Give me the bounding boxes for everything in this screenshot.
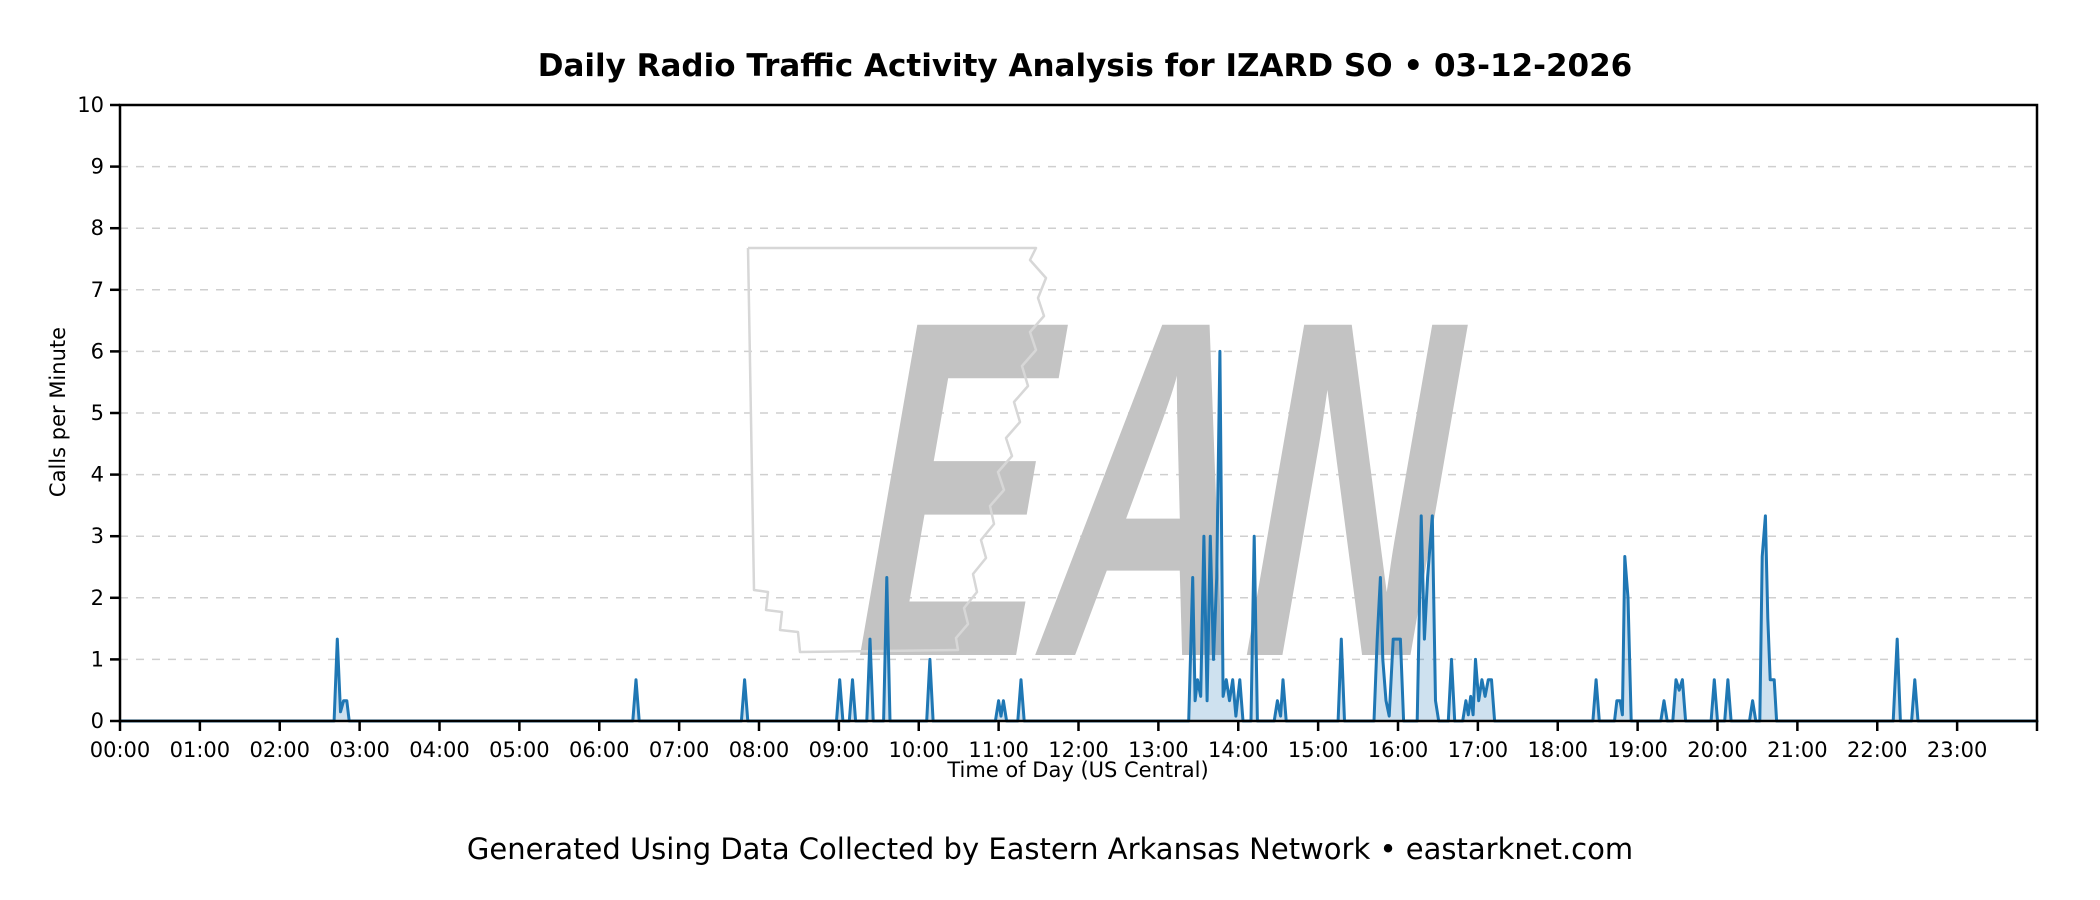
y-tick-label: 7 — [91, 278, 104, 302]
x-tick-label: 19:00 — [1607, 738, 1668, 762]
y-tick-label: 0 — [91, 709, 104, 733]
x-tick-label: 16:00 — [1368, 738, 1429, 762]
x-tick-label: 06:00 — [569, 738, 630, 762]
x-tick-label: 22:00 — [1847, 738, 1908, 762]
x-tick-label: 11:00 — [968, 738, 1029, 762]
x-tick-label: 21:00 — [1767, 738, 1828, 762]
x-axis-ticks: 00:00 01:00 02:00 03:00 04:00 05:00 06:00 07:00… — [90, 721, 2039, 762]
x-tick-label: 03:00 — [329, 738, 390, 762]
y-tick-label: 5 — [91, 401, 104, 425]
y-tick-label: 1 — [91, 647, 104, 671]
x-tick-label: 14:00 — [1208, 738, 1269, 762]
y-tick-label: 9 — [91, 155, 104, 179]
y-axis-label: Calls per Minute — [46, 326, 70, 498]
attribution-footer: Generated Using Data Collected by Easter… — [466, 832, 1634, 866]
x-tick-label: 05:00 — [489, 738, 550, 762]
x-tick-label: 02:00 — [249, 738, 310, 762]
x-tick-label: 23:00 — [1927, 738, 1988, 762]
y-tick-label: 2 — [91, 586, 104, 610]
chart-title: Daily Radio Traffic Activity Analysis fo… — [537, 48, 1633, 84]
x-tick-label: 07:00 — [649, 738, 710, 762]
y-tick-label: 6 — [91, 339, 104, 363]
x-tick-label: 04:00 — [409, 738, 470, 762]
ean-watermark-text: EAN — [849, 221, 1477, 757]
x-tick-label: 17:00 — [1448, 738, 1509, 762]
x-tick-label: 09:00 — [809, 738, 870, 762]
x-tick-label: 08:00 — [729, 738, 790, 762]
x-tick-label: 15:00 — [1288, 738, 1349, 762]
x-tick-label: 12:00 — [1048, 738, 1109, 762]
x-tick-label: 10:00 — [888, 738, 949, 762]
y-tick-label: 4 — [91, 463, 104, 487]
x-tick-label: 18:00 — [1527, 738, 1588, 762]
x-tick-label: 00:00 — [90, 738, 151, 762]
y-tick-label: 8 — [91, 216, 104, 240]
arkansas-outline — [746, 246, 1048, 654]
y-tick-label: 3 — [91, 524, 104, 548]
watermark: EAN — [746, 221, 1477, 758]
x-tick-label: 01:00 — [170, 738, 231, 762]
y-axis-ticks: 0 1 2 3 4 5 6 7 8 9 10 — [77, 93, 120, 733]
x-tick-label: 13:00 — [1128, 738, 1189, 762]
x-tick-label: 20:00 — [1687, 738, 1748, 762]
x-axis-label: Time of Day (US Central) — [947, 758, 1209, 782]
y-tick-label: 10 — [77, 93, 104, 117]
